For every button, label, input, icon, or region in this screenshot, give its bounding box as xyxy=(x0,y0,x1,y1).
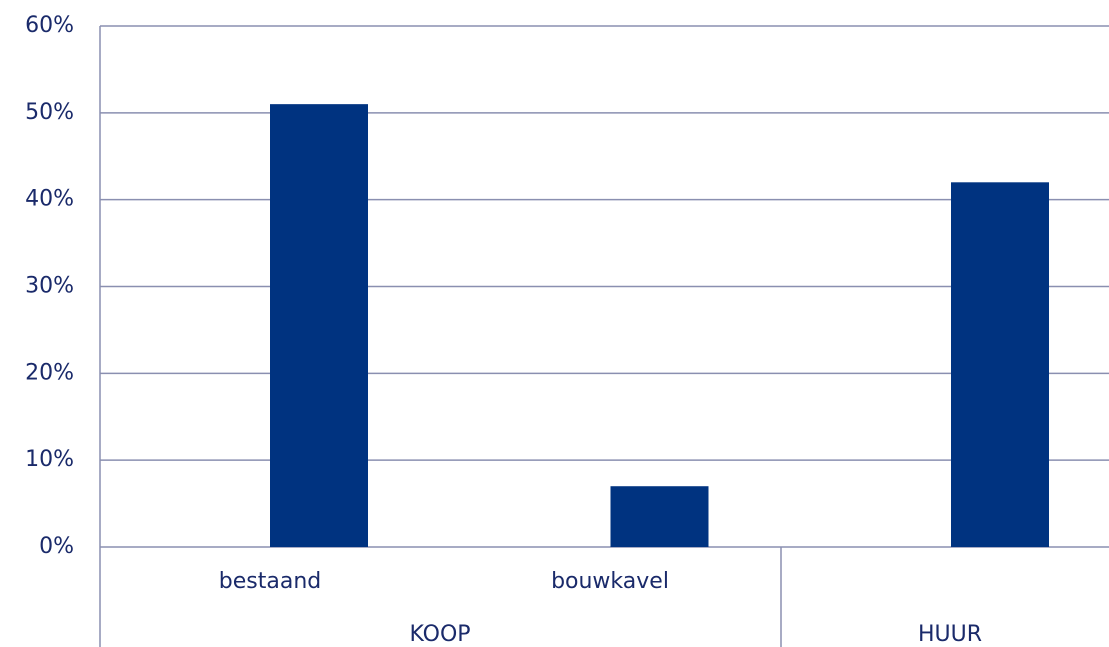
group-label: HUUR xyxy=(918,622,982,647)
bar xyxy=(270,104,368,548)
bar xyxy=(610,486,709,547)
x-tick-label: bouwkavel xyxy=(551,569,669,594)
y-tick-label: 60% xyxy=(25,13,74,38)
bar xyxy=(951,182,1049,548)
y-tick-label: 50% xyxy=(25,100,74,125)
y-tick-label: 20% xyxy=(25,360,74,385)
y-tick-label: 10% xyxy=(25,447,74,472)
group-label: KOOP xyxy=(409,622,470,647)
x-tick-label: bestaand xyxy=(219,569,321,594)
y-tick-label: 40% xyxy=(25,187,74,212)
y-tick-label: 30% xyxy=(25,274,74,299)
y-tick-label: 0% xyxy=(39,534,74,559)
